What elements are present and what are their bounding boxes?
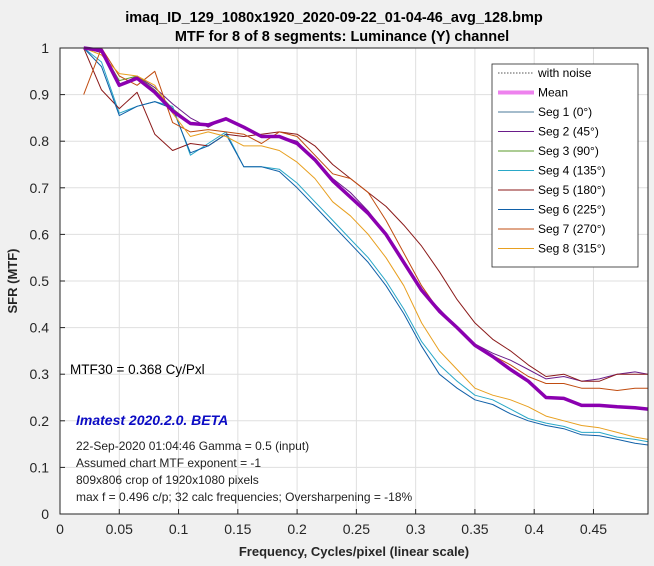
axis-ticks: 0 0.05 0.1 0.15 0.2 0.25 0.3 0.35 0.4 0.45 0 0.1 0.2… <box>30 40 608 537</box>
y-tick-label: 0 <box>41 506 49 522</box>
y-tick-label: 0.8 <box>30 133 50 149</box>
info-line: 809x806 crop of 1920x1080 pixels <box>76 473 259 487</box>
legend-box <box>491 63 639 268</box>
series-line-mean <box>83 46 649 411</box>
x-tick-label: 0.1 <box>169 521 189 537</box>
x-tick-label: 0.4 <box>524 521 544 537</box>
legend-items: with noise Mean Seg 1 (0°) Seg 2 (45°) Seg 3… <box>498 66 606 256</box>
y-tick-label: 1 <box>41 40 49 56</box>
y-tick-label: 0.6 <box>30 226 50 242</box>
x-tick-label: 0.2 <box>287 521 307 537</box>
y-tick-label: 0.5 <box>30 273 50 289</box>
legend: with noise Mean Seg 1 (0°) Seg 2 (45°) Seg 3… <box>491 63 639 268</box>
y-tick-label: 0.4 <box>30 320 50 336</box>
chart-subtitle: MTF for 8 of 8 segments: Luminance (Y) c… <box>175 29 509 45</box>
y-tick-label: 0.2 <box>30 413 50 429</box>
y-tick-label: 0.9 <box>30 87 50 103</box>
legend-label: Seg 2 (45°) <box>538 125 599 139</box>
legend-label: Seg 7 (270°) <box>538 222 606 236</box>
info-line: max f = 0.496 c/p; 32 calc frequencies; … <box>76 490 413 504</box>
info-line: 22-Sep-2020 01:04:46 Gamma = 0.5 (input) <box>76 439 309 453</box>
x-tick-label: 0.35 <box>461 521 488 537</box>
x-tick-label: 0.05 <box>106 521 133 537</box>
legend-label: with noise <box>537 66 592 80</box>
x-tick-label: 0.45 <box>580 521 607 537</box>
y-tick-label: 0.3 <box>30 366 50 382</box>
x-tick-label: 0.3 <box>406 521 426 537</box>
imatest-brand: Imatest 2020.2.0. BETA <box>76 412 228 428</box>
x-tick-label: 0.15 <box>224 521 251 537</box>
series-line-seg-7-270 <box>83 47 648 391</box>
x-tick-label: 0.25 <box>343 521 370 537</box>
legend-label: Seg 4 (135°) <box>538 164 606 178</box>
legend-label: Seg 8 (315°) <box>538 242 606 256</box>
legend-label: Seg 5 (180°) <box>538 183 606 197</box>
mtf30-annotation: MTF30 = 0.368 Cy/Pxl <box>70 362 205 377</box>
legend-label: Seg 3 (90°) <box>538 144 599 158</box>
legend-label: Mean <box>538 86 568 100</box>
info-line: Assumed chart MTF exponent = -1 <box>76 456 261 470</box>
legend-label: Seg 1 (0°) <box>538 105 592 119</box>
x-axis-label: Frequency, Cycles/pixel (linear scale) <box>239 544 469 559</box>
legend-label: Seg 6 (225°) <box>538 203 606 217</box>
y-tick-label: 0.1 <box>30 459 50 475</box>
y-axis-label: SFR (MTF) <box>5 249 20 314</box>
x-tick-label: 0 <box>56 521 64 537</box>
series-line-seg-8-315 <box>83 47 649 440</box>
y-tick-label: 0.7 <box>30 180 50 196</box>
chart-title: imaq_ID_129_1080x1920_2020-09-22_01-04-4… <box>125 10 543 26</box>
series-line-seg-6-225 <box>83 47 649 446</box>
series-lines <box>83 46 649 446</box>
